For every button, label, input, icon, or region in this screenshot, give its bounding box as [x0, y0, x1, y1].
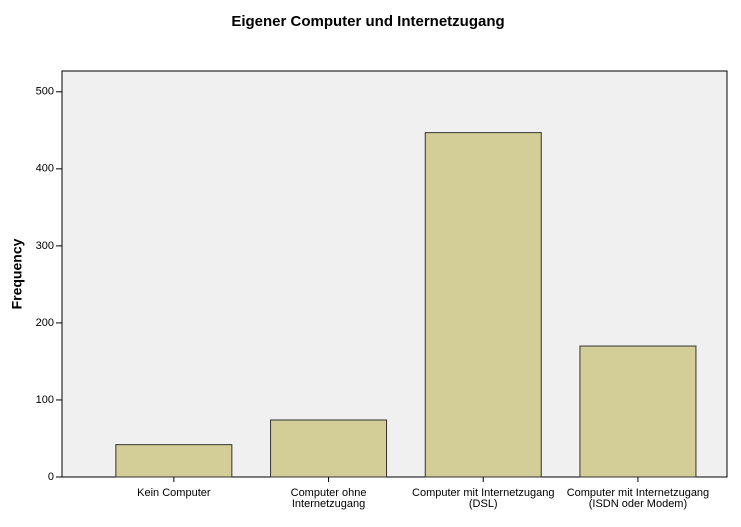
x-tick-label: Computer ohne Internetzugang: [290, 487, 367, 510]
chart-title: Eigener Computer und Internetzugang: [231, 13, 504, 30]
y-tick-label: 400: [36, 163, 54, 175]
y-tick-label: 200: [36, 317, 54, 329]
bar: [579, 345, 697, 478]
y-tick-label: 300: [36, 240, 54, 252]
y-tick-label: 0: [48, 471, 54, 483]
x-tick-label: Computer mit Internetzugang (DSL): [412, 487, 555, 510]
bar: [424, 132, 542, 478]
x-tick-label: Computer mit Internetzugang (ISDN oder M…: [566, 487, 710, 510]
y-axis-label: Frequency: [9, 238, 25, 309]
x-tick-label: Kein Computer: [137, 487, 211, 499]
y-tick-label: 500: [36, 86, 54, 98]
bar: [115, 444, 233, 478]
y-tick-label: 100: [36, 394, 54, 406]
bar: [270, 419, 388, 478]
